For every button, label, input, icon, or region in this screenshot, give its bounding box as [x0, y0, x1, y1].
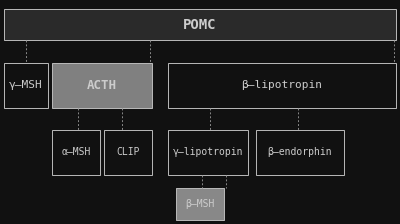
FancyBboxPatch shape: [176, 188, 224, 220]
Text: β–endorphin: β–endorphin: [268, 147, 332, 157]
Text: POMC: POMC: [183, 18, 217, 32]
FancyBboxPatch shape: [168, 63, 396, 108]
FancyBboxPatch shape: [4, 63, 48, 108]
Text: β–MSH: β–MSH: [185, 199, 215, 209]
FancyBboxPatch shape: [256, 130, 344, 175]
Text: β–lipotropin: β–lipotropin: [242, 80, 322, 90]
FancyBboxPatch shape: [4, 9, 396, 40]
Text: CLIP: CLIP: [116, 147, 140, 157]
FancyBboxPatch shape: [104, 130, 152, 175]
Text: γ–MSH: γ–MSH: [9, 80, 43, 90]
Text: α–MSH: α–MSH: [61, 147, 91, 157]
Text: ACTH: ACTH: [87, 79, 117, 92]
FancyBboxPatch shape: [168, 130, 248, 175]
Text: γ–lipotropin: γ–lipotropin: [173, 147, 243, 157]
FancyBboxPatch shape: [52, 63, 152, 108]
FancyBboxPatch shape: [52, 130, 100, 175]
